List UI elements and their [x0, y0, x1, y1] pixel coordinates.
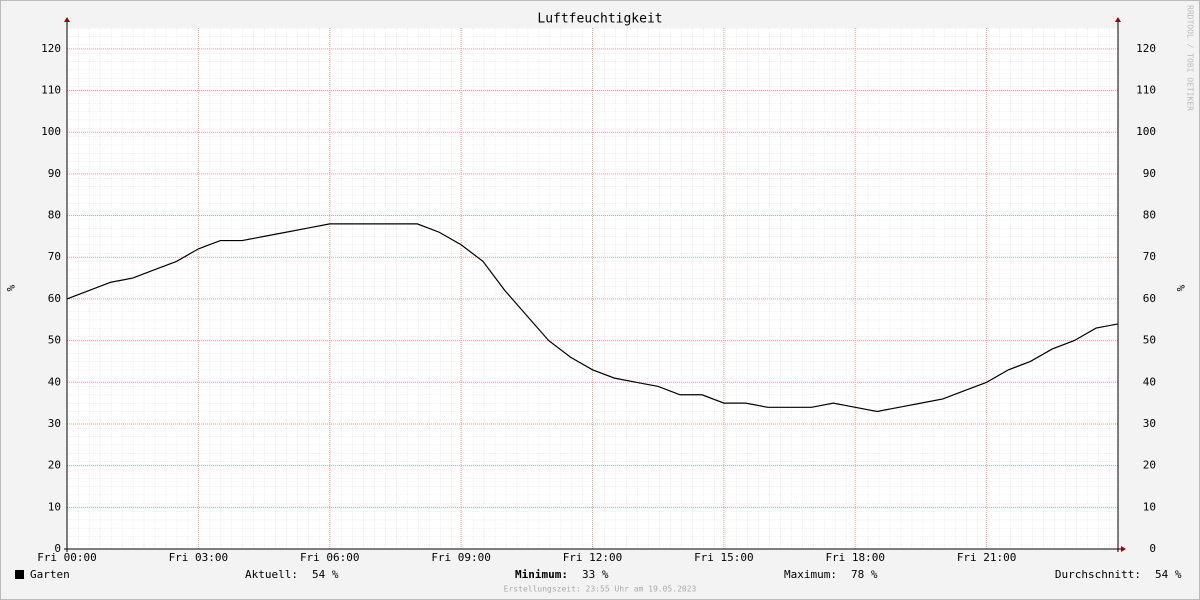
- y2-tick-label: 40: [1143, 375, 1156, 388]
- y-tick-label: 50: [48, 334, 61, 347]
- y2-tick-label: 100: [1136, 125, 1156, 138]
- y2-tick-label: 20: [1143, 459, 1156, 472]
- y2-tick-label: 80: [1143, 209, 1156, 222]
- y2-tick-label: 110: [1136, 84, 1156, 97]
- y-tick-label: 110: [41, 84, 61, 97]
- y2-tick-label: 50: [1143, 334, 1156, 347]
- y-tick-label: 20: [48, 459, 61, 472]
- y-tick-label: 120: [41, 42, 61, 55]
- legend-swatch: [15, 570, 24, 579]
- axis-arrow: [1115, 17, 1121, 22]
- y-tick-label: 100: [41, 125, 61, 138]
- y2-tick-label: 70: [1143, 250, 1156, 263]
- y-tick-label: 30: [48, 417, 61, 430]
- footer: Erstellungszeit: 23:55 Uhr am 19.05.2023: [504, 585, 697, 594]
- stat-label: Durchschnitt:: [1055, 568, 1141, 581]
- y-axis-label: %: [4, 285, 17, 292]
- x-tick-label: Fri 15:00: [694, 551, 754, 564]
- stat-label: Aktuell:: [245, 568, 298, 581]
- axis-arrow: [1121, 546, 1126, 552]
- chart-title: Luftfeuchtigkeit: [537, 12, 662, 27]
- x-tick-label: Fri 18:00: [825, 551, 885, 564]
- x-tick-label: Fri 21:00: [957, 551, 1017, 564]
- stat-label: Maximum:: [784, 568, 837, 581]
- stat-value: 54 %: [312, 568, 339, 581]
- y-tick-label: 80: [48, 209, 61, 222]
- stat-value: 54 %: [1155, 568, 1182, 581]
- x-tick-label: Fri 00:00: [37, 551, 97, 564]
- y2-tick-label: 60: [1143, 292, 1156, 305]
- y2-tick-label: 90: [1143, 167, 1156, 180]
- y-tick-label: 60: [48, 292, 61, 305]
- y-tick-label: 70: [48, 250, 61, 263]
- stat-label: Minimum:: [515, 568, 568, 581]
- stat-value: 78 %: [851, 568, 878, 581]
- x-tick-label: Fri 12:00: [563, 551, 623, 564]
- data-line: [66, 223, 1119, 413]
- y-tick-label: 10: [48, 500, 61, 513]
- y2-tick-label: 0: [1149, 542, 1156, 555]
- stat-value: 33 %: [582, 568, 609, 581]
- y2-tick-label: 10: [1143, 500, 1156, 513]
- x-tick-label: Fri 03:00: [169, 551, 229, 564]
- y2-tick-label: 120: [1136, 42, 1156, 55]
- watermark: RRDTOOL / TOBI OETIKER: [1186, 5, 1195, 111]
- y-tick-label: 40: [48, 375, 61, 388]
- x-tick-label: Fri 06:00: [300, 551, 360, 564]
- y2-tick-label: 30: [1143, 417, 1156, 430]
- y-tick-label: 0: [54, 542, 61, 555]
- legend-label: Garten: [30, 568, 70, 581]
- y2-axis-label: %: [1174, 285, 1187, 292]
- axis-arrow: [64, 17, 70, 22]
- y-tick-label: 90: [48, 167, 61, 180]
- x-tick-label: Fri 09:00: [431, 551, 491, 564]
